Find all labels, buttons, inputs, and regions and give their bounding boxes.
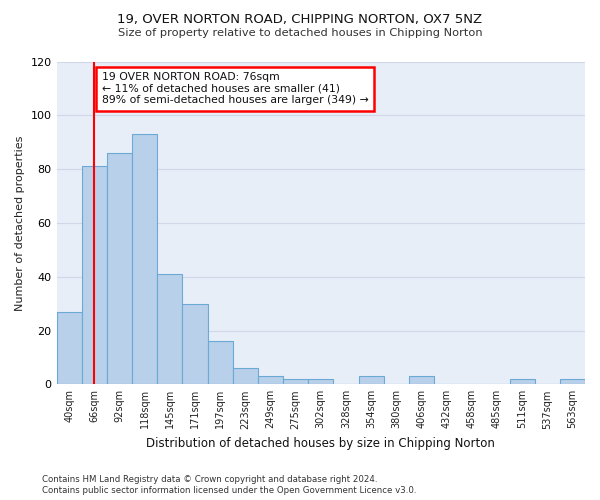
- Bar: [509, 379, 535, 384]
- Text: 19 OVER NORTON ROAD: 76sqm
← 11% of detached houses are smaller (41)
89% of semi: 19 OVER NORTON ROAD: 76sqm ← 11% of deta…: [102, 72, 368, 106]
- Bar: [283, 379, 308, 384]
- Bar: [107, 153, 132, 384]
- Y-axis label: Number of detached properties: Number of detached properties: [15, 135, 25, 310]
- Bar: [233, 368, 258, 384]
- Bar: [56, 312, 82, 384]
- Bar: [182, 304, 208, 384]
- Bar: [82, 166, 107, 384]
- Bar: [132, 134, 157, 384]
- Text: 19, OVER NORTON ROAD, CHIPPING NORTON, OX7 5NZ: 19, OVER NORTON ROAD, CHIPPING NORTON, O…: [118, 12, 482, 26]
- Bar: [409, 376, 434, 384]
- Text: Contains HM Land Registry data © Crown copyright and database right 2024.: Contains HM Land Registry data © Crown c…: [42, 474, 377, 484]
- Bar: [359, 376, 383, 384]
- Bar: [258, 376, 283, 384]
- Bar: [157, 274, 182, 384]
- Bar: [208, 342, 233, 384]
- Text: Contains public sector information licensed under the Open Government Licence v3: Contains public sector information licen…: [42, 486, 416, 495]
- Bar: [308, 379, 334, 384]
- Bar: [560, 379, 585, 384]
- X-axis label: Distribution of detached houses by size in Chipping Norton: Distribution of detached houses by size …: [146, 437, 495, 450]
- Text: Size of property relative to detached houses in Chipping Norton: Size of property relative to detached ho…: [118, 28, 482, 38]
